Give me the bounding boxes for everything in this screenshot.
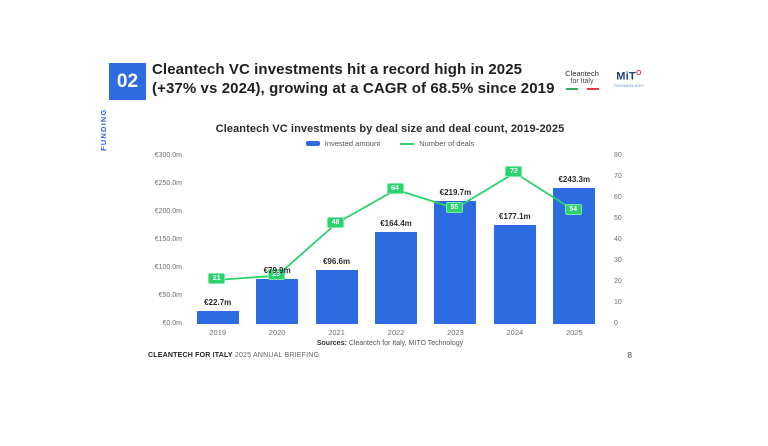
legend-item-number-of-deals: Number of deals bbox=[400, 139, 474, 148]
left-axis-tick: €50.0m bbox=[158, 292, 182, 299]
legend-line-swatch bbox=[400, 142, 415, 145]
x-axis: 2019 2020 2021 2022 2023 2024 2025 bbox=[188, 328, 604, 340]
x-axis-label: 2024 bbox=[506, 328, 524, 337]
bar-2019 bbox=[196, 311, 239, 324]
bar-2020 bbox=[256, 279, 299, 324]
left-axis-tick: €100.0m bbox=[154, 264, 182, 271]
section-label-funding: FUNDING bbox=[99, 108, 108, 152]
bar-value-label-2020: €79.9m bbox=[263, 266, 291, 276]
chart-plot-area: 21 23 48 64 55 72 54 €22.7m €79.9m €96.6m €164.4m €… bbox=[188, 156, 604, 324]
deal-count-badge-2020: 23 bbox=[267, 269, 285, 281]
left-axis-tick: €300.0m bbox=[154, 152, 182, 159]
legend-label: Invested amount bbox=[324, 139, 381, 148]
right-axis-tick: 20 bbox=[614, 278, 622, 285]
chart-legend: Invested amount Number of deals bbox=[145, 139, 635, 148]
bar-value-label-2025: €243.3m bbox=[558, 174, 591, 184]
bar-value-label-2022: €164.4m bbox=[380, 218, 412, 228]
x-axis-label: 2023 bbox=[447, 328, 464, 337]
x-axis-label: 2025 bbox=[565, 328, 583, 337]
right-axis-tick: 60 bbox=[614, 194, 622, 201]
deal-count-badge-2019: 21 bbox=[208, 273, 226, 285]
mito-technology-logo: MiTO TECHNOLOGY bbox=[612, 70, 646, 88]
flag-green-segment bbox=[565, 88, 578, 90]
footer-rest: 2025 ANNUAL BRIEFING bbox=[232, 352, 320, 359]
flag-red-segment bbox=[586, 88, 599, 90]
legend-bar-swatch bbox=[305, 141, 320, 146]
legend-label: Number of deals bbox=[419, 139, 475, 148]
left-y-axis: €0.0m €50.0m €100.0m €150.0m €200.0m €250.0m €… bbox=[138, 152, 182, 327]
mito-logo-o: O bbox=[636, 70, 642, 77]
mito-logo-text: MiT bbox=[616, 70, 637, 83]
deal-count-badge-2021: 48 bbox=[327, 216, 345, 228]
left-axis-tick: €200.0m bbox=[154, 208, 182, 215]
deals-line bbox=[217, 171, 575, 281]
sources-text: Cleantech for Italy, MITO Technology bbox=[346, 340, 464, 347]
bar-value-label-2021: €96.6m bbox=[322, 256, 351, 266]
slide-title: Cleantech VC investments hit a record hi… bbox=[152, 61, 555, 98]
right-y-axis: 0 10 20 30 40 50 60 70 80 bbox=[614, 152, 640, 327]
deal-count-badge-2023: 55 bbox=[445, 202, 463, 213]
deal-count-badge-2022: 64 bbox=[386, 183, 404, 195]
chart-sources: Sources: Cleantech for Italy, MITO Techn… bbox=[145, 340, 635, 347]
slide-number-badge: 02 bbox=[109, 63, 146, 100]
sources-label: Sources: bbox=[316, 340, 347, 347]
bar-2023 bbox=[434, 200, 477, 324]
chart-title: Cleantech VC investments by deal size an… bbox=[215, 123, 565, 135]
bar-value-label-2024: €177.1m bbox=[499, 211, 531, 221]
italy-flag-underline bbox=[561, 88, 603, 90]
x-axis-label: 2019 bbox=[209, 328, 227, 337]
footer-brand: CLEANTECH FOR ITALY bbox=[148, 352, 233, 359]
bar-2022 bbox=[375, 231, 417, 324]
deal-count-badge-2025: 54 bbox=[564, 204, 582, 216]
footer-briefing-label: CLEANTECH FOR ITALY 2025 ANNUAL BRIEFING bbox=[148, 352, 319, 359]
mito-logo-subtext: TECHNOLOGY bbox=[613, 83, 645, 88]
x-axis-label: 2021 bbox=[328, 328, 345, 337]
bar-value-label-2019: €22.7m bbox=[204, 298, 232, 308]
bar-2024 bbox=[493, 224, 536, 324]
cleantech-logo-line2: for Italy bbox=[570, 78, 594, 85]
right-axis-tick: 40 bbox=[614, 236, 622, 243]
page-number: 8 bbox=[627, 351, 632, 360]
cleantech-logo-line1: Cleantech bbox=[565, 69, 599, 78]
deal-count-badge-2024: 72 bbox=[505, 166, 523, 178]
x-axis-label: 2022 bbox=[387, 328, 405, 337]
legend-item-invested-amount: Invested amount bbox=[305, 139, 381, 148]
right-axis-tick: 50 bbox=[614, 215, 622, 222]
cleantech-for-italy-logo: Cleantech for Italy bbox=[561, 69, 603, 90]
left-axis-tick: €150.0m bbox=[154, 236, 182, 243]
right-axis-tick: 10 bbox=[614, 299, 622, 306]
left-axis-tick: €0.0m bbox=[162, 320, 182, 327]
right-axis-tick: 30 bbox=[614, 257, 622, 264]
bar-2021 bbox=[315, 269, 358, 324]
left-axis-tick: €250.0m bbox=[154, 180, 182, 187]
bar-value-label-2023: €219.7m bbox=[439, 187, 472, 197]
right-axis-tick: 0 bbox=[614, 320, 618, 327]
x-axis-label: 2020 bbox=[268, 328, 286, 337]
right-axis-tick: 70 bbox=[614, 173, 622, 180]
right-axis-tick: 80 bbox=[614, 152, 622, 159]
